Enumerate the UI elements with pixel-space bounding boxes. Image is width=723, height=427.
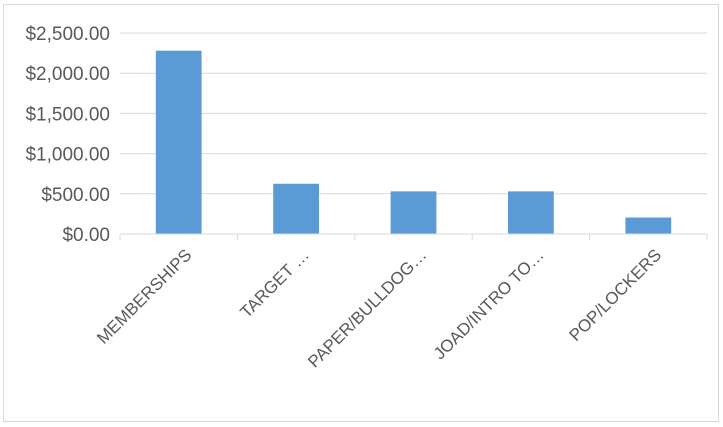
y-tick-label: $0.00 (62, 225, 110, 246)
bar (273, 183, 319, 234)
bars (155, 50, 672, 234)
x-tick-label: TARGET … (236, 245, 312, 321)
y-tick-label: $500.00 (41, 185, 110, 206)
x-tick-label: MEMBERSHIPS (93, 245, 195, 347)
bar (390, 191, 437, 234)
bar (508, 191, 554, 234)
x-tick-label: JOAD/INTRO TO… (430, 245, 548, 363)
y-tick-label: $1,000.00 (25, 145, 110, 166)
y-tick-label: $1,500.00 (25, 104, 110, 125)
y-tick-label: $2,500.00 (25, 24, 110, 45)
bar (155, 50, 202, 234)
gridlines (120, 32, 707, 195)
x-axis (119, 233, 708, 240)
y-axis-tick-labels: $0.00 $500.00 $1,000.00 $1,500.00 $2,000.00 $… (25, 24, 110, 246)
x-tick-label: PAPER/BULLDOG… (304, 245, 430, 371)
x-tick-label: POP/LOCKERS (566, 245, 666, 345)
bar (625, 217, 672, 234)
x-axis-tick-labels: MEMBERSHIPS TARGET …PAPER/BULLDOG… JOAD/IN… (93, 245, 665, 371)
y-tick-label: $2,000.00 (25, 64, 110, 85)
